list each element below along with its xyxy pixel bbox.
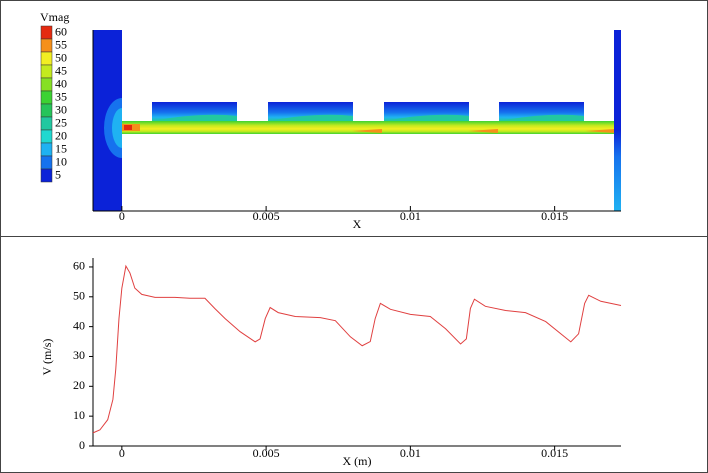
jet-core — [124, 125, 132, 130]
cavity-flow — [152, 114, 237, 121]
hot-streak — [585, 129, 615, 133]
cavity-flow — [499, 114, 584, 121]
legend-swatch — [40, 155, 53, 170]
legend-label: 35 — [55, 89, 67, 103]
y-tick-label: 30 — [73, 348, 85, 362]
legend-label: 40 — [55, 76, 67, 90]
x-tick-label: 0.015 — [541, 209, 568, 223]
x-tick-label: 0.01 — [400, 446, 421, 460]
legend-swatch — [40, 64, 53, 79]
y-tick-label: 60 — [73, 259, 85, 273]
x-tick-label: 0 — [119, 446, 125, 460]
legend-swatch — [40, 142, 53, 157]
x-tick-label: 0.01 — [400, 209, 421, 223]
y-tick-label: 20 — [73, 378, 85, 392]
legend-swatch — [40, 77, 53, 92]
cavity-flow — [384, 114, 469, 121]
legend-swatch — [40, 103, 53, 118]
bottom-frame — [0, 236, 708, 473]
legend-swatch — [40, 129, 53, 144]
legend-swatch — [40, 51, 53, 66]
legend-title: Vmag — [40, 10, 69, 24]
x-tick-label: 0.005 — [253, 446, 280, 460]
legend-label: 50 — [55, 50, 67, 64]
legend-swatch — [40, 38, 53, 53]
legend-label: 20 — [55, 128, 67, 142]
legend-swatch — [40, 168, 53, 183]
x-axis-label: X (m) — [343, 454, 372, 468]
legend-label: 30 — [55, 102, 67, 116]
y-tick-label: 50 — [73, 289, 85, 303]
hot-streak — [468, 129, 498, 133]
x-axis-label: X — [353, 217, 362, 231]
outlet-block — [614, 30, 621, 211]
x-tick-label: 0.015 — [541, 446, 568, 460]
x-tick-label: 0 — [119, 209, 125, 223]
legend-label: 15 — [55, 141, 67, 155]
legend-label: 10 — [55, 154, 67, 168]
legend-label: 5 — [55, 167, 61, 181]
y-tick-label: 0 — [79, 438, 85, 452]
cavity-flow — [268, 114, 353, 121]
legend-swatch — [40, 116, 53, 131]
legend-label: 55 — [55, 37, 67, 51]
legend-label: 60 — [55, 24, 67, 38]
x-tick-label: 0.005 — [253, 209, 280, 223]
y-tick-label: 40 — [73, 318, 85, 332]
line-series — [92, 264, 622, 434]
legend-label: 45 — [55, 63, 67, 77]
legend-swatch — [40, 25, 53, 40]
y-tick-label: 10 — [73, 408, 85, 422]
hot-streak — [352, 129, 382, 133]
legend-label: 25 — [55, 115, 67, 129]
y-axis-label: V (m/s) — [40, 339, 54, 376]
legend-swatch — [40, 90, 53, 105]
